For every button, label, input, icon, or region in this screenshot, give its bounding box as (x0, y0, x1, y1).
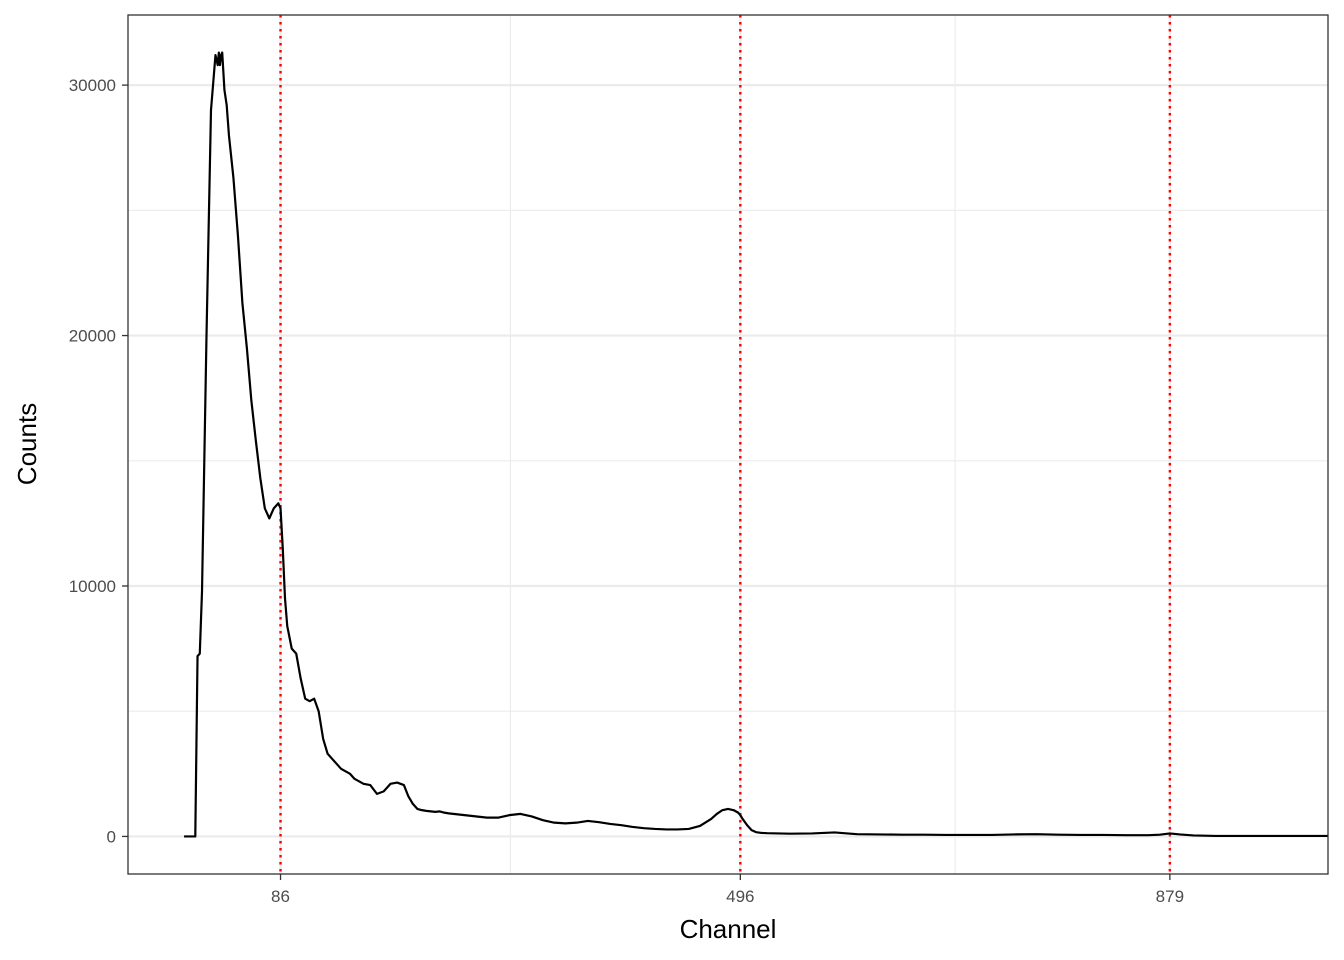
x-tick-label: 86 (271, 887, 290, 906)
y-tick-label: 0 (107, 827, 116, 846)
x-axis-title: Channel (680, 914, 777, 944)
y-axis: 0 10000 20000 30000 (69, 76, 128, 846)
reference-lines (279, 15, 1172, 874)
y-tick-label: 20000 (69, 327, 116, 346)
y-tick-label: 30000 (69, 76, 116, 95)
x-axis: 86 496 879 (271, 874, 1184, 906)
y-tick-label: 10000 (69, 577, 116, 596)
y-axis-title: Counts (12, 403, 42, 485)
series-line (184, 51, 1328, 838)
plot-panel-border (127, 14, 1329, 875)
x-tick-label: 496 (726, 887, 754, 906)
x-tick-label: 879 (1156, 887, 1184, 906)
